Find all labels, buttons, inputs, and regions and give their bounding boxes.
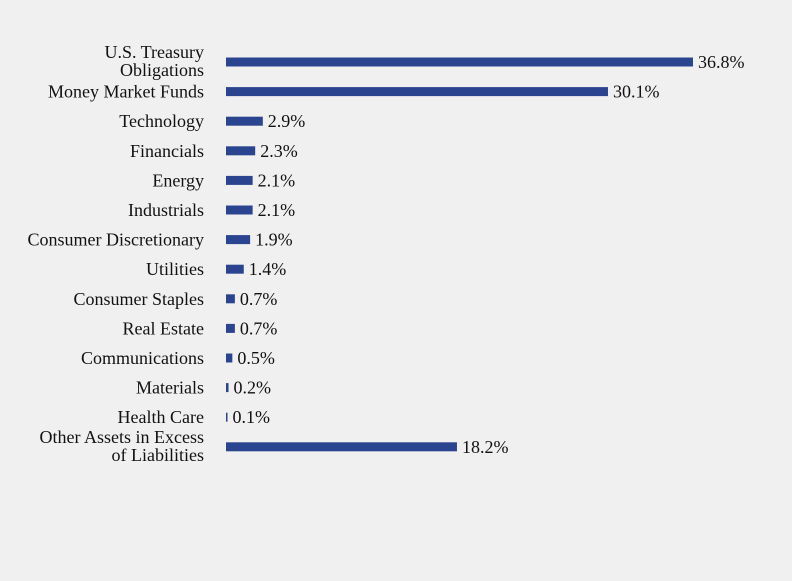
value-label-materials: 0.2% bbox=[234, 378, 271, 398]
category-label-utilities: Utilities bbox=[146, 259, 204, 279]
category-label-consumer-discretionary: Consumer Discretionary bbox=[28, 230, 204, 250]
value-label-u-s-treasury-obligations: 36.8% bbox=[698, 52, 745, 72]
value-label-utilities: 1.4% bbox=[249, 259, 286, 279]
value-label-real-estate: 0.7% bbox=[240, 318, 278, 338]
category-label-energy: Energy bbox=[152, 170, 204, 190]
category-label-health-care: Health Care bbox=[118, 407, 204, 427]
category-label-technology: Technology bbox=[119, 111, 204, 131]
category-label-financials: Financials bbox=[130, 141, 204, 161]
bar-utilities bbox=[226, 264, 244, 274]
category-label-money-market-funds: Money Market Funds bbox=[48, 82, 204, 102]
bar-technology bbox=[226, 116, 263, 126]
bar-u-s-treasury-obligations bbox=[226, 57, 693, 67]
value-label-technology: 2.9% bbox=[268, 111, 306, 131]
value-label-communications: 0.5% bbox=[237, 348, 274, 368]
value-label-energy: 2.1% bbox=[258, 170, 296, 190]
value-label-other-assets-in-excess-of-liabilities: 18.2% bbox=[462, 437, 509, 457]
value-label-money-market-funds: 30.1% bbox=[613, 82, 660, 102]
value-label-consumer-staples: 0.7% bbox=[240, 289, 278, 309]
bar-consumer-staples bbox=[226, 294, 235, 304]
bar-industrials bbox=[226, 205, 253, 215]
value-labels: 36.8% 30.1% 2.9% 2.3% 2.1% 2.1% 1.9% 1.4% 0.7% 0.… bbox=[233, 52, 745, 457]
bar-materials bbox=[226, 383, 229, 393]
value-label-health-care: 0.1% bbox=[233, 407, 271, 427]
bar-real-estate bbox=[226, 323, 235, 333]
value-label-consumer-discretionary: 1.9% bbox=[255, 230, 293, 250]
category-label-u-s-treasury-obligations: U.S. Treasury Obligations bbox=[104, 42, 204, 80]
bar-consumer-discretionary bbox=[226, 235, 251, 245]
bar-energy bbox=[226, 175, 253, 185]
category-label-communications: Communications bbox=[81, 348, 204, 368]
value-label-industrials: 2.1% bbox=[258, 200, 296, 220]
bar-health-care bbox=[226, 412, 228, 422]
category-label-other-assets-in-excess-of-liabilities: Other Assets in Excess of Liabilities bbox=[40, 427, 204, 465]
category-label-consumer-staples: Consumer Staples bbox=[74, 289, 205, 309]
category-label-industrials: Industrials bbox=[128, 200, 204, 220]
bar-other-assets-in-excess-of-liabilities bbox=[226, 442, 457, 452]
value-label-financials: 2.3% bbox=[260, 141, 298, 161]
bar-financials bbox=[226, 146, 256, 156]
bar-money-market-funds bbox=[226, 87, 608, 97]
bar-communications bbox=[226, 353, 233, 363]
category-label-materials: Materials bbox=[136, 378, 204, 398]
category-label-real-estate: Real Estate bbox=[123, 318, 204, 338]
bars bbox=[226, 57, 693, 452]
